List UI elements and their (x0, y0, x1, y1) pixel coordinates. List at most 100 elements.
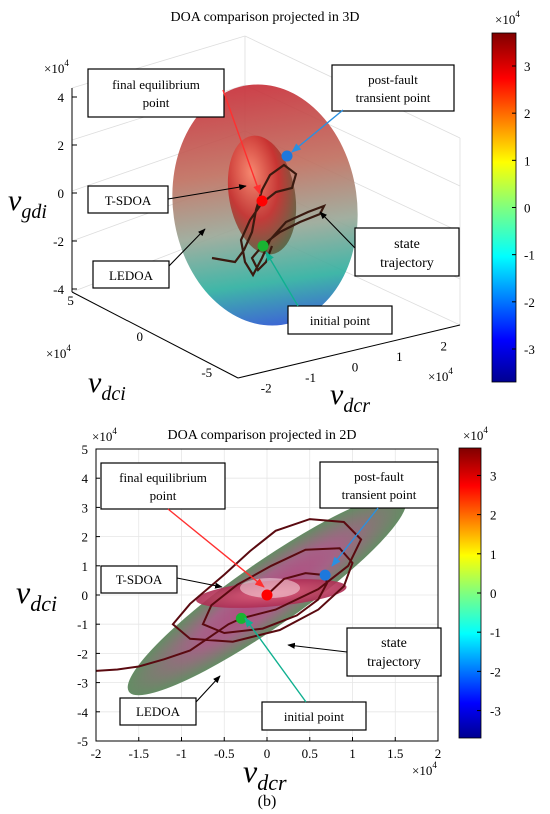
colorbar-ticks-3d: 3 2 1 0 -1 -2 -3 (512, 59, 535, 357)
tick-label-y-2d: 3 (82, 500, 89, 515)
svg-text:×104: ×104 (412, 760, 437, 778)
tick-label-x-3d: -2 (261, 381, 272, 396)
svg-text:×104: ×104 (428, 366, 453, 384)
axis-label-x-2d: vdcr (243, 753, 287, 795)
tick-label-y-2d: -4 (77, 705, 88, 720)
axis-label-y-3d: vdci (88, 366, 126, 405)
svg-text:vdci: vdci (88, 366, 126, 405)
svg-text:LEDOA: LEDOA (136, 704, 181, 719)
figure-caption: (b) (258, 793, 277, 810)
colorbar-tick-label-3d: -3 (524, 342, 535, 357)
arrow-init-3d (265, 251, 299, 307)
svg-text:LEDOA: LEDOA (109, 268, 154, 283)
axis-multiplier-z-3d: ×104 (44, 58, 69, 76)
tick-label-x-2d: -1.5 (128, 746, 149, 761)
tick-label-y-2d: -5 (77, 734, 88, 749)
annotation-post-3d: post-fault transient point (331, 64, 455, 112)
tick-label-x-3d: 1 (396, 349, 403, 364)
tick-label-x-2d: 1 (349, 746, 356, 761)
tick-label-x-2d: -2 (91, 746, 102, 761)
annotation-post-2d: post-fault transient point (319, 461, 439, 509)
colorbar-multiplier-2d: ×104 (463, 425, 488, 443)
tick-label-z-3d: 2 (58, 138, 65, 153)
tick-label-y-2d: -3 (77, 676, 88, 691)
colorbar-tick-label-2d: -2 (490, 664, 501, 679)
state-trajectory-2d (96, 518, 363, 672)
axis-multiplier-x-2d: ×104 (412, 760, 437, 778)
colorbar-multiplier-3d: ×104 (495, 9, 520, 27)
arrow-state-3d (319, 211, 356, 249)
tick-label-x-2d: 1.5 (387, 746, 403, 761)
svg-text:post-fault: post-fault (354, 469, 404, 484)
svg-text:point: point (150, 488, 177, 503)
axes-3d (71, 88, 461, 379)
svg-text:×104: ×104 (44, 58, 69, 76)
axis-label-y-2d: vdci (16, 574, 57, 616)
tick-label-x-2d: 2 (435, 746, 442, 761)
tick-label-x-2d: -1 (176, 746, 187, 761)
svg-text:vdci: vdci (16, 574, 57, 616)
tick-label-z-3d: 4 (58, 90, 65, 105)
svg-text:transient point: transient point (356, 90, 431, 105)
annotation-state-2d: state trajectory (346, 627, 442, 677)
annotation-final-2d: final equilibrium point (100, 462, 226, 510)
svg-text:×104: ×104 (495, 9, 520, 27)
tick-label-x-3d: -1 (305, 370, 316, 385)
axis-multiplier-y-2d: ×104 (92, 426, 117, 444)
svg-text:T-SDOA: T-SDOA (116, 572, 163, 587)
arrow-final-3d (222, 89, 261, 195)
tick-label-x-2d: -0.5 (214, 746, 235, 761)
colorbar-tick-label-3d: 2 (524, 106, 531, 121)
arrow-ledoa-3d (168, 228, 206, 267)
colorbar-tick-label-3d: -2 (524, 295, 535, 310)
panel-2d: DOA comparison projected in 2D -2 -1.5 -1-… (16, 425, 501, 810)
tick-label-y-3d: 0 (137, 329, 144, 344)
post-fault-point-2d (319, 569, 331, 581)
annotation-init-3d: initial point (287, 305, 393, 335)
svg-text:point: point (143, 95, 170, 110)
annotation-ledoa-2d: LEDOA (119, 697, 197, 726)
svg-text:vgdi: vgdi (8, 184, 47, 223)
colorbar-tick-label-3d: -1 (524, 248, 535, 263)
chart-title-3d: DOA comparison projected in 3D (171, 10, 360, 25)
tick-label-x-3d: 0 (352, 360, 359, 375)
panel-3d: DOA comparison projected in 3D 4 2 0 -2 -45 0… (8, 9, 535, 417)
tick-label-y-3d: 5 (67, 293, 74, 308)
tick-label-z-3d: 0 (58, 186, 65, 201)
svg-text:initial point: initial point (310, 313, 371, 328)
svg-text:transient point: transient point (342, 487, 417, 502)
axis-label-z-3d: vgdi (8, 184, 47, 223)
colorbar-tick-label-2d: 2 (490, 508, 497, 523)
tick-label-y-2d: -1 (77, 617, 88, 632)
tick-label-x-2d: 0 (264, 746, 271, 761)
arrow-tsdoa-3d (167, 184, 247, 200)
annotation-state-3d: state trajectory (354, 227, 460, 277)
colorbar-tick-label-3d: 1 (524, 153, 531, 168)
arrow-state-2d (287, 642, 348, 653)
initial-point-3d (257, 240, 269, 252)
arrow-post-2d (331, 507, 379, 567)
colorbar-tick-label-2d: -3 (490, 704, 501, 719)
svg-text:vdcr: vdcr (330, 378, 370, 417)
arrow-init-2d (244, 617, 307, 703)
ticks-3d: 4 2 0 -2 -45 0 -5 -2 -1 0 1 2 (53, 90, 447, 396)
tick-label-y-2d: -2 (77, 646, 88, 661)
svg-text:×104: ×104 (463, 425, 488, 443)
colorbar-tick-label-2d: 1 (490, 547, 497, 562)
svg-text:state: state (394, 237, 420, 252)
ticks-2d: -2 -1.5 -1 -0.5 0 0.5 1 1.5 2 5 4 3 2 1 0 -1 -2 -3 -4 -5 (77, 442, 441, 761)
points-2d (235, 569, 331, 624)
arrow-post-3d (291, 109, 344, 153)
annotation-final-3d: final equilibrium point (87, 68, 225, 118)
annotation-init-2d: initial point (261, 701, 367, 731)
svg-text:final equilibrium: final equilibrium (112, 77, 200, 92)
tsdoa-region-3d (227, 135, 297, 255)
tick-label-x-3d: 2 (441, 338, 448, 353)
initial-point-2d (235, 612, 247, 624)
arrow-ledoa-2d (195, 675, 221, 703)
annotation-ledoa-3d: LEDOA (92, 260, 170, 289)
colorbar-tick-label-2d: 3 (490, 468, 497, 483)
svg-text:final equilibrium: final equilibrium (119, 470, 207, 485)
tick-label-y-2d: 4 (82, 471, 89, 486)
